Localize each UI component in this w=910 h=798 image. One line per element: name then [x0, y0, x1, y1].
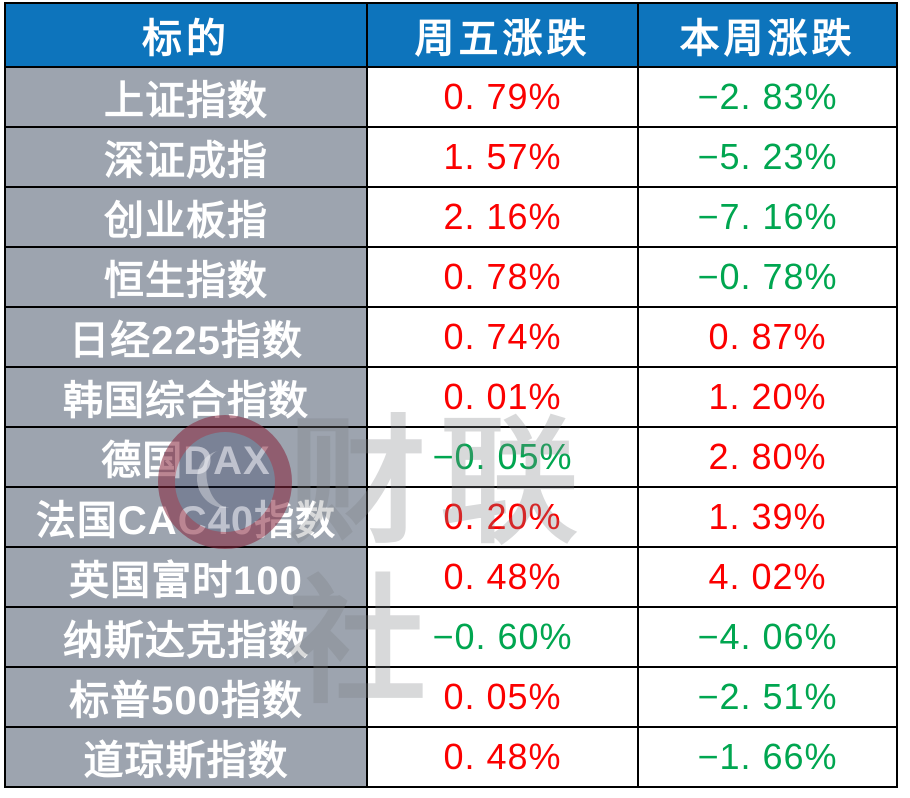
- table-row: 创业板指 2. 16% −7. 16%: [4, 186, 898, 248]
- friday-change-value: 0. 79%: [366, 66, 639, 128]
- index-name: 深证成指: [4, 126, 368, 188]
- index-name: 日经225指数: [4, 306, 368, 368]
- week-change-value: 1. 39%: [637, 486, 898, 548]
- week-change-value: −5. 23%: [637, 126, 898, 188]
- friday-change-value: 0. 05%: [366, 666, 639, 728]
- week-change-value: −2. 83%: [637, 66, 898, 128]
- week-change-value: −2. 51%: [637, 666, 898, 728]
- table-row: 上证指数 0. 79% −2. 83%: [4, 66, 898, 128]
- week-change-value: −4. 06%: [637, 606, 898, 668]
- week-change-value: −0. 78%: [637, 246, 898, 308]
- index-name: 英国富时100: [4, 546, 368, 608]
- table-body: 上证指数 0. 79% −2. 83% 深证成指 1. 57% −5. 23% 创业板指 2.…: [4, 66, 898, 788]
- index-name: 纳斯达克指数: [4, 606, 368, 668]
- friday-change-value: 2. 16%: [366, 186, 639, 248]
- index-name: 创业板指: [4, 186, 368, 248]
- week-change-value: 0. 87%: [637, 306, 898, 368]
- friday-change-value: −0. 05%: [366, 426, 639, 488]
- index-name: 道琼斯指数: [4, 726, 368, 788]
- friday-change-value: 0. 78%: [366, 246, 639, 308]
- table-row: 法国CAC40指数 0. 20% 1. 39%: [4, 486, 898, 548]
- table-row: 深证成指 1. 57% −5. 23%: [4, 126, 898, 188]
- table-row: 道琼斯指数 0. 48% −1. 66%: [4, 726, 898, 788]
- market-index-table: 标的 周五涨跌 本周涨跌 上证指数 0. 79% −2. 83% 深证成指 1. 57%…: [4, 2, 898, 788]
- table-row: 恒生指数 0. 78% −0. 78%: [4, 246, 898, 308]
- week-change-value: 2. 80%: [637, 426, 898, 488]
- table-row: 英国富时100 0. 48% 4. 02%: [4, 546, 898, 608]
- index-name: 德国DAX: [4, 426, 368, 488]
- friday-change-value: 0. 74%: [366, 306, 639, 368]
- friday-change-value: 0. 48%: [366, 726, 639, 788]
- week-change-value: −7. 16%: [637, 186, 898, 248]
- table-row: 纳斯达克指数 −0. 60% −4. 06%: [4, 606, 898, 668]
- friday-change-value: −0. 60%: [366, 606, 639, 668]
- table-row: 德国DAX −0. 05% 2. 80%: [4, 426, 898, 488]
- index-name: 标普500指数: [4, 666, 368, 728]
- index-name: 韩国综合指数: [4, 366, 368, 428]
- col-header-friday-change: 周五涨跌: [366, 2, 639, 68]
- friday-change-value: 0. 20%: [366, 486, 639, 548]
- header-row: 标的 周五涨跌 本周涨跌: [4, 2, 898, 68]
- table-row: 标普500指数 0. 05% −2. 51%: [4, 666, 898, 728]
- friday-change-value: 0. 01%: [366, 366, 639, 428]
- friday-change-value: 0. 48%: [366, 546, 639, 608]
- week-change-value: −1. 66%: [637, 726, 898, 788]
- week-change-value: 1. 20%: [637, 366, 898, 428]
- index-name: 恒生指数: [4, 246, 368, 308]
- index-name: 上证指数: [4, 66, 368, 128]
- table-row: 日经225指数 0. 74% 0. 87%: [4, 306, 898, 368]
- week-change-value: 4. 02%: [637, 546, 898, 608]
- col-header-week-change: 本周涨跌: [637, 2, 898, 68]
- index-name: 法国CAC40指数: [4, 486, 368, 548]
- friday-change-value: 1. 57%: [366, 126, 639, 188]
- col-header-target: 标的: [4, 2, 368, 68]
- table-row: 韩国综合指数 0. 01% 1. 20%: [4, 366, 898, 428]
